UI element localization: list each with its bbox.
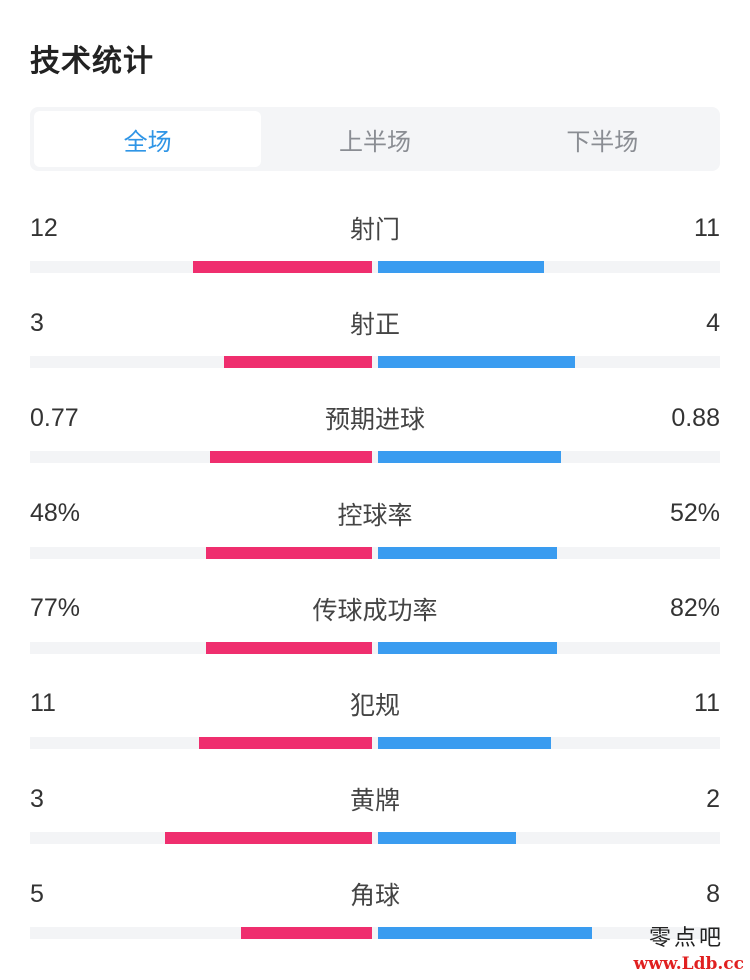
watermark-url: www.Ldb.cc [633, 954, 744, 974]
away-bar [378, 356, 575, 369]
home-bar [193, 261, 372, 273]
stat-label: 射正 [349, 310, 400, 340]
stat-row: 48% 控球率 52% [30, 481, 720, 576]
away-bar [378, 546, 557, 559]
home-bar [199, 736, 372, 749]
home-value: 0.77 [30, 403, 79, 432]
stat-label: 黄牌 [349, 786, 400, 816]
home-value: 3 [30, 308, 44, 337]
away-bar [378, 451, 561, 464]
watermark-logo: 零点吧 www.Ldb.cc [616, 920, 746, 978]
stat-bar-track [30, 261, 720, 273]
stat-label: 犯规 [349, 690, 400, 720]
home-value: 5 [30, 879, 44, 908]
stat-bar-track [30, 356, 720, 369]
stat-label: 传球成功率 [312, 595, 438, 625]
away-value: 4 [706, 308, 720, 337]
tab-full-match[interactable]: 全场 [34, 111, 262, 167]
stat-header: 0.77 预期进球 0.88 [30, 385, 720, 451]
stat-header: 48% 控球率 52% [30, 481, 720, 547]
stat-bar-track [30, 451, 720, 464]
away-bar [378, 261, 544, 273]
home-value: 77% [30, 594, 81, 623]
away-value: 11 [694, 213, 720, 242]
stat-row: 0.77 预期进球 0.88 [30, 385, 720, 480]
away-bar [378, 927, 592, 940]
stat-label: 预期进球 [324, 405, 425, 435]
stat-header: 3 射正 4 [30, 290, 720, 356]
stat-bar-track [30, 927, 720, 940]
home-bar [241, 927, 372, 940]
stat-row: 3 射正 4 [30, 290, 720, 385]
stat-label: 射门 [349, 215, 400, 244]
stat-header: 12 射门 11 [30, 195, 720, 261]
home-value: 11 [30, 689, 56, 718]
home-bar [210, 451, 372, 464]
stat-bar-track [30, 546, 720, 559]
stat-label: 控球率 [337, 500, 413, 530]
away-value: 2 [706, 784, 720, 813]
stat-bar-track [30, 641, 720, 654]
stat-bar-track [30, 736, 720, 749]
stat-row: 11 犯规 11 [30, 671, 720, 766]
home-bar [224, 356, 372, 369]
stat-bar-track [30, 832, 720, 845]
away-bar [378, 736, 551, 749]
home-value: 12 [30, 213, 58, 242]
away-bar [378, 641, 557, 654]
page-title: 技术统计 [30, 44, 154, 79]
home-bar [206, 546, 372, 559]
stats-list: 12 射门 11 3 射正 4 0.77 预期进球 0.88 48% 控球率 52% 77% 传球成功率 8… [30, 195, 720, 957]
stat-row: 77% 传球成功率 82% [30, 576, 720, 671]
period-tabs: 全场 上半场 下半场 [30, 107, 720, 171]
tab-second-half[interactable]: 下半场 [566, 127, 639, 156]
stat-header: 3 黄牌 2 [30, 766, 720, 832]
watermark-brand: 零点吧 [648, 926, 724, 951]
away-value: 52% [669, 499, 720, 528]
home-bar [165, 832, 372, 845]
away-value: 0.88 [671, 403, 720, 432]
stat-row: 12 射门 11 [30, 195, 720, 290]
home-bar [206, 641, 372, 654]
tab-first-half[interactable]: 上半场 [338, 127, 411, 156]
home-value: 3 [30, 784, 44, 813]
stat-header: 77% 传球成功率 82% [30, 576, 720, 642]
stat-label: 角球 [349, 881, 400, 911]
stat-header: 11 犯规 11 [30, 671, 720, 737]
home-value: 48% [30, 499, 81, 528]
away-value: 11 [694, 689, 720, 718]
away-bar [378, 832, 516, 845]
stat-row: 3 黄牌 2 [30, 766, 720, 861]
stat-header: 5 角球 8 [30, 861, 720, 927]
away-value: 82% [669, 594, 720, 623]
away-value: 8 [706, 879, 720, 908]
